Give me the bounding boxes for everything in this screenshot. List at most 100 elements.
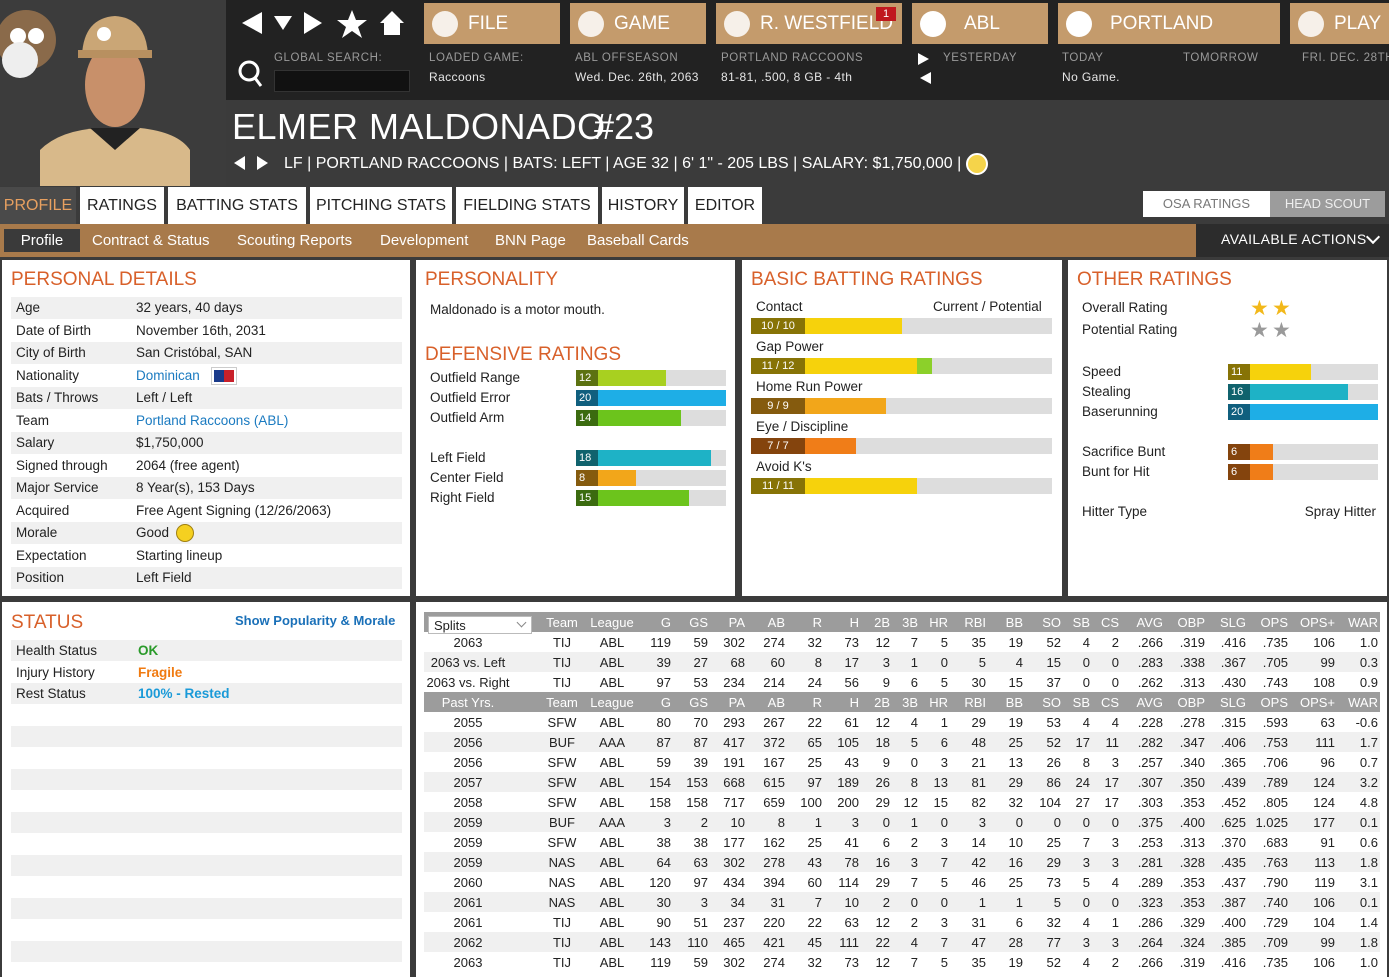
current-bar bbox=[751, 318, 902, 334]
tab[interactable]: HISTORY bbox=[602, 187, 684, 224]
table-cell: 189 bbox=[837, 775, 859, 790]
toggle-osa[interactable]: OSA RATINGS bbox=[1143, 191, 1270, 217]
tomorrow[interactable]: TOMORROW bbox=[1183, 52, 1259, 64]
player-prev[interactable] bbox=[234, 156, 245, 170]
table-cell: 4 bbox=[1082, 915, 1090, 930]
nav-button-label: R. WESTFIELD bbox=[760, 13, 894, 34]
nav-button-label: PORTLAND bbox=[1110, 13, 1214, 34]
table-cell: BUF bbox=[549, 735, 575, 750]
rating-label: Stealing bbox=[1082, 384, 1131, 399]
detail-value[interactable]: Dominican bbox=[136, 367, 200, 383]
table-cell: 63 bbox=[693, 855, 708, 870]
table-cell: 668 bbox=[723, 775, 745, 790]
table-cell: .266 bbox=[1137, 955, 1163, 970]
table-cell: 3 bbox=[978, 815, 986, 830]
subtab[interactable]: BNN Page bbox=[495, 232, 566, 249]
next-day-arrow[interactable] bbox=[918, 53, 929, 65]
column-header: BB bbox=[1005, 615, 1023, 630]
table-cell: .328 bbox=[1179, 855, 1205, 870]
nav-button[interactable]: FILE bbox=[424, 3, 560, 44]
yesterday[interactable]: YESTERDAY bbox=[943, 52, 1018, 64]
table-cell: 25 bbox=[807, 835, 822, 850]
subtab[interactable]: Profile bbox=[4, 229, 80, 252]
table-cell: 7 bbox=[910, 635, 918, 650]
subtab[interactable]: Contract & Status bbox=[92, 232, 210, 249]
nav-button[interactable]: PORTLAND bbox=[1058, 3, 1280, 44]
nav-icon bbox=[578, 11, 604, 37]
table-cell: .385 bbox=[1220, 935, 1246, 950]
tab[interactable]: FIELDING STATS bbox=[456, 187, 598, 224]
nav-icons[interactable] bbox=[236, 8, 416, 98]
column-header: League bbox=[590, 695, 634, 710]
today-label: TODAY bbox=[1062, 52, 1104, 64]
search-box[interactable] bbox=[274, 70, 410, 92]
table-cell: .729 bbox=[1262, 915, 1288, 930]
detail-value: Left / Left bbox=[136, 390, 193, 405]
detail-value[interactable]: Portland Raccoons (ABL) bbox=[136, 412, 289, 428]
table-cell: 13 bbox=[1008, 755, 1023, 770]
splits-label[interactable]: Splits bbox=[434, 618, 466, 633]
row-label: 2063 vs. Right bbox=[426, 675, 510, 690]
table-cell: 1 bbox=[910, 815, 918, 830]
nav-icon bbox=[724, 11, 750, 37]
table-cell: 717 bbox=[723, 795, 745, 810]
nav-button[interactable]: PLAY bbox=[1290, 3, 1389, 44]
subtab[interactable]: Development bbox=[380, 232, 469, 249]
prev-day-arrow[interactable] bbox=[920, 72, 931, 84]
subtab[interactable]: Baseball Cards bbox=[587, 232, 689, 249]
table-cell: 0.9 bbox=[1359, 675, 1378, 690]
table-cell: 43 bbox=[807, 855, 822, 870]
tab[interactable]: PITCHING STATS bbox=[310, 187, 452, 224]
available-actions[interactable]: AVAILABLE ACTIONS bbox=[1221, 231, 1367, 247]
table-cell: 29 bbox=[1008, 775, 1023, 790]
table-cell: .625 bbox=[1220, 815, 1246, 830]
table-cell: ABL bbox=[599, 855, 625, 870]
table-cell: 1.4 bbox=[1359, 915, 1378, 930]
toggle-scout[interactable]: HEAD SCOUT bbox=[1270, 191, 1385, 217]
tab[interactable]: RATINGS bbox=[80, 187, 164, 224]
star: ★ bbox=[1272, 297, 1291, 320]
column-header: HR bbox=[929, 695, 948, 710]
table-cell: 4 bbox=[1082, 955, 1090, 970]
table-cell: .353 bbox=[1179, 875, 1205, 890]
table-cell: TIJ bbox=[552, 915, 572, 930]
status-link[interactable]: Show Popularity & Morale bbox=[235, 613, 396, 628]
table-cell: 12 bbox=[875, 915, 890, 930]
table-cell: 22 bbox=[807, 715, 822, 730]
column-header: OPS+ bbox=[1299, 615, 1335, 630]
nav-button[interactable]: ABL bbox=[912, 3, 1048, 44]
table-cell: 35 bbox=[971, 955, 986, 970]
nav-button[interactable]: R. WESTFIELD bbox=[716, 3, 902, 44]
table-cell: 97 bbox=[807, 775, 822, 790]
column-header: R bbox=[812, 695, 822, 710]
tab[interactable]: EDITOR bbox=[688, 187, 762, 224]
next-date[interactable]: FRI. DEC. 28TH bbox=[1302, 52, 1389, 64]
rating-label: Contact bbox=[756, 299, 803, 314]
table-cell: 100 bbox=[800, 795, 822, 810]
table-cell: .283 bbox=[1137, 655, 1163, 670]
detail-label: Morale bbox=[16, 525, 58, 540]
row-stripe bbox=[11, 567, 402, 589]
column-header: RBI bbox=[964, 695, 986, 710]
table-cell: 90 bbox=[656, 915, 671, 930]
tab[interactable]: PROFILE bbox=[0, 187, 76, 224]
table-cell: 0.1 bbox=[1359, 815, 1378, 830]
tab[interactable]: BATTING STATS bbox=[168, 187, 306, 224]
player-next[interactable] bbox=[257, 156, 268, 170]
table-cell: 3 bbox=[1111, 755, 1119, 770]
table-cell: 27 bbox=[1075, 795, 1090, 810]
table-cell: 59 bbox=[693, 955, 708, 970]
panel bbox=[416, 260, 735, 596]
rating-bar bbox=[1228, 404, 1378, 420]
rating-label: Outfield Arm bbox=[430, 410, 505, 425]
table-cell: 32 bbox=[807, 635, 822, 650]
table-cell: 19 bbox=[1008, 635, 1023, 650]
splits-dropdown[interactable] bbox=[428, 616, 532, 634]
table-cell: 26 bbox=[1046, 755, 1061, 770]
table-cell: 91 bbox=[1320, 835, 1335, 850]
row-stripe bbox=[424, 772, 1380, 792]
rating-value: 11 bbox=[1228, 364, 1250, 380]
subtab[interactable]: Scouting Reports bbox=[237, 232, 353, 249]
nav-button[interactable]: GAME bbox=[570, 3, 706, 44]
table-cell: 0 bbox=[1111, 815, 1119, 830]
